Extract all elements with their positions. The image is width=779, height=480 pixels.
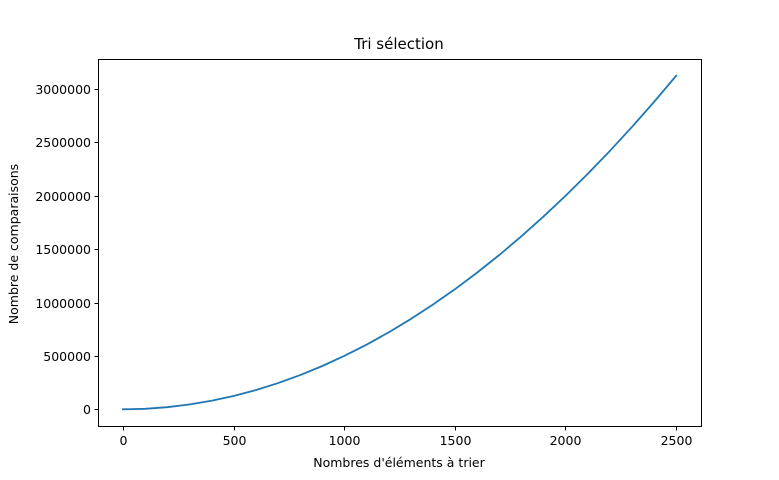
x-tick-label: 2000 bbox=[550, 433, 582, 448]
y-tick-label: 500000 bbox=[43, 349, 91, 364]
y-tick-label: 2500000 bbox=[35, 135, 91, 150]
axis-ticks: 0 500 1000 1500 2000 2500 0 500000 1000000 150000… bbox=[35, 82, 692, 448]
chart-title: Tri sélection bbox=[353, 35, 443, 53]
y-axis-label: Nombre de comparaisons bbox=[6, 164, 21, 324]
plot-area bbox=[121, 74, 678, 411]
x-tick-label: 1000 bbox=[329, 433, 361, 448]
x-tick-label: 500 bbox=[223, 433, 247, 448]
y-tick-label: 3000000 bbox=[35, 82, 91, 97]
series-line bbox=[121, 74, 678, 411]
x-axis-label: Nombres d'éléments à trier bbox=[313, 455, 485, 470]
y-tick-label: 2000000 bbox=[35, 189, 91, 204]
y-tick-label: 1000000 bbox=[35, 296, 91, 311]
x-tick-label: 1500 bbox=[440, 433, 472, 448]
y-tick-label: 1500000 bbox=[35, 242, 91, 257]
y-tick-label: 0 bbox=[83, 402, 91, 417]
x-tick-label: 0 bbox=[120, 433, 128, 448]
axes-frame bbox=[98, 59, 702, 427]
x-tick-label: 2500 bbox=[661, 433, 693, 448]
